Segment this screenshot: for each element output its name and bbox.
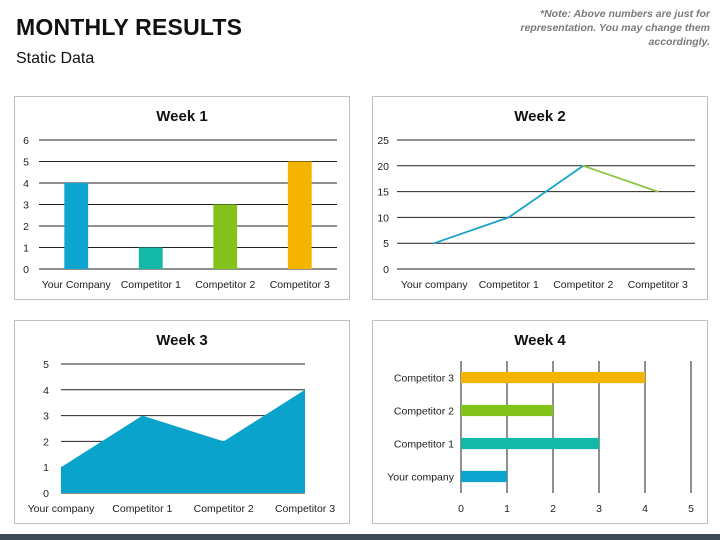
- y-tick-label: 4: [43, 385, 49, 397]
- week1-chart-panel: Week 1 0 1 2 3 4 5 6 Your Company Competitor 1 Com…: [14, 96, 350, 300]
- x-tick-label: Competitor 1: [112, 503, 172, 515]
- y-tick-label: Competitor 1: [394, 439, 454, 451]
- y-tick-label: 4: [23, 178, 29, 190]
- y-tick-label: 6: [23, 135, 29, 147]
- chart-title: Week 1: [156, 108, 207, 125]
- y-tick-label: 10: [377, 212, 389, 224]
- y-tick-label: Competitor 2: [394, 406, 454, 418]
- x-tick-label: Competitor 2: [195, 279, 255, 291]
- bar: [461, 371, 645, 384]
- x-tick-label: Competitor 3: [628, 279, 688, 291]
- y-tick-label: 5: [23, 157, 29, 169]
- y-tick-label: 5: [383, 238, 389, 250]
- x-tick-label: 2: [550, 503, 556, 515]
- week3-chart: Week 3 0 1 2 3 4 5 Your company Competitor 1 Comp…: [28, 332, 336, 515]
- x-tick-label: Competitor 2: [194, 503, 254, 515]
- area-series: [61, 389, 305, 493]
- x-tick-label: 4: [642, 503, 648, 515]
- y-tick-label: 0: [383, 264, 389, 276]
- chart-title: Week 3: [156, 332, 207, 349]
- bar: [287, 161, 312, 269]
- bar: [64, 183, 89, 269]
- y-tick-label: 25: [377, 135, 389, 147]
- x-tick-label: Competitor 1: [121, 279, 181, 291]
- y-tick-label: 1: [23, 243, 29, 255]
- x-tick-label: Competitor 1: [479, 279, 539, 291]
- x-tick-label: Competitor 2: [553, 279, 613, 291]
- bar: [213, 204, 238, 269]
- y-tick-label: 2: [43, 436, 49, 448]
- y-tick-label: 3: [23, 200, 29, 212]
- y-tick-label: 0: [23, 264, 29, 276]
- chart-title: Week 2: [514, 108, 565, 125]
- week1-chart: Week 1 0 1 2 3 4 5 6 Your Company Competitor 1 Com…: [23, 108, 337, 291]
- x-tick-label: 5: [688, 503, 694, 515]
- x-tick-label: 1: [504, 503, 510, 515]
- bar: [138, 247, 163, 269]
- series-line: [582, 164, 659, 193]
- series-line: [507, 164, 585, 219]
- week2-chart-panel: Week 2 0 5 10 15 20 25 Your company Competitor 1…: [372, 96, 708, 300]
- page-title: MONTHLY RESULTS: [16, 14, 243, 40]
- page-subtitle: Static Data: [16, 50, 95, 67]
- week2-chart: Week 2 0 5 10 15 20 25 Your company Competitor 1…: [377, 108, 695, 291]
- x-tick-label: 3: [596, 503, 602, 515]
- x-tick-label: Competitor 3: [270, 279, 330, 291]
- y-tick-label: 5: [43, 359, 49, 371]
- y-tick-label: Competitor 3: [394, 373, 454, 385]
- bar: [461, 470, 507, 483]
- y-tick-label: 15: [377, 187, 389, 199]
- y-tick-label: Your company: [387, 472, 454, 484]
- x-tick-label: Your company: [401, 279, 468, 291]
- week4-chart: Week 4 0 1 2 3 4 5 Your company Competitor 1 Comp…: [387, 332, 694, 515]
- week3-chart-panel: Week 3 0 1 2 3 4 5 Your company Competitor 1 Comp…: [14, 320, 350, 524]
- x-tick-label: 0: [458, 503, 464, 515]
- y-tick-label: 0: [43, 488, 49, 500]
- week4-chart-panel: Week 4 0 1 2 3 4 5 Your company Competitor 1 Comp…: [372, 320, 708, 524]
- x-tick-label: Your company: [28, 503, 95, 515]
- series-line: [433, 216, 510, 245]
- chart-title: Week 4: [514, 332, 566, 349]
- y-tick-label: 2: [23, 221, 29, 233]
- y-tick-label: 20: [377, 161, 389, 173]
- x-tick-label: Competitor 3: [275, 503, 335, 515]
- bar: [461, 437, 599, 450]
- x-tick-label: Your Company: [42, 279, 112, 291]
- y-tick-label: 3: [43, 411, 49, 423]
- y-tick-label: 1: [43, 462, 49, 474]
- footer-bar: [0, 534, 720, 540]
- disclaimer-note: *Note: Above numbers are just for repres…: [520, 8, 710, 48]
- bar: [461, 404, 553, 417]
